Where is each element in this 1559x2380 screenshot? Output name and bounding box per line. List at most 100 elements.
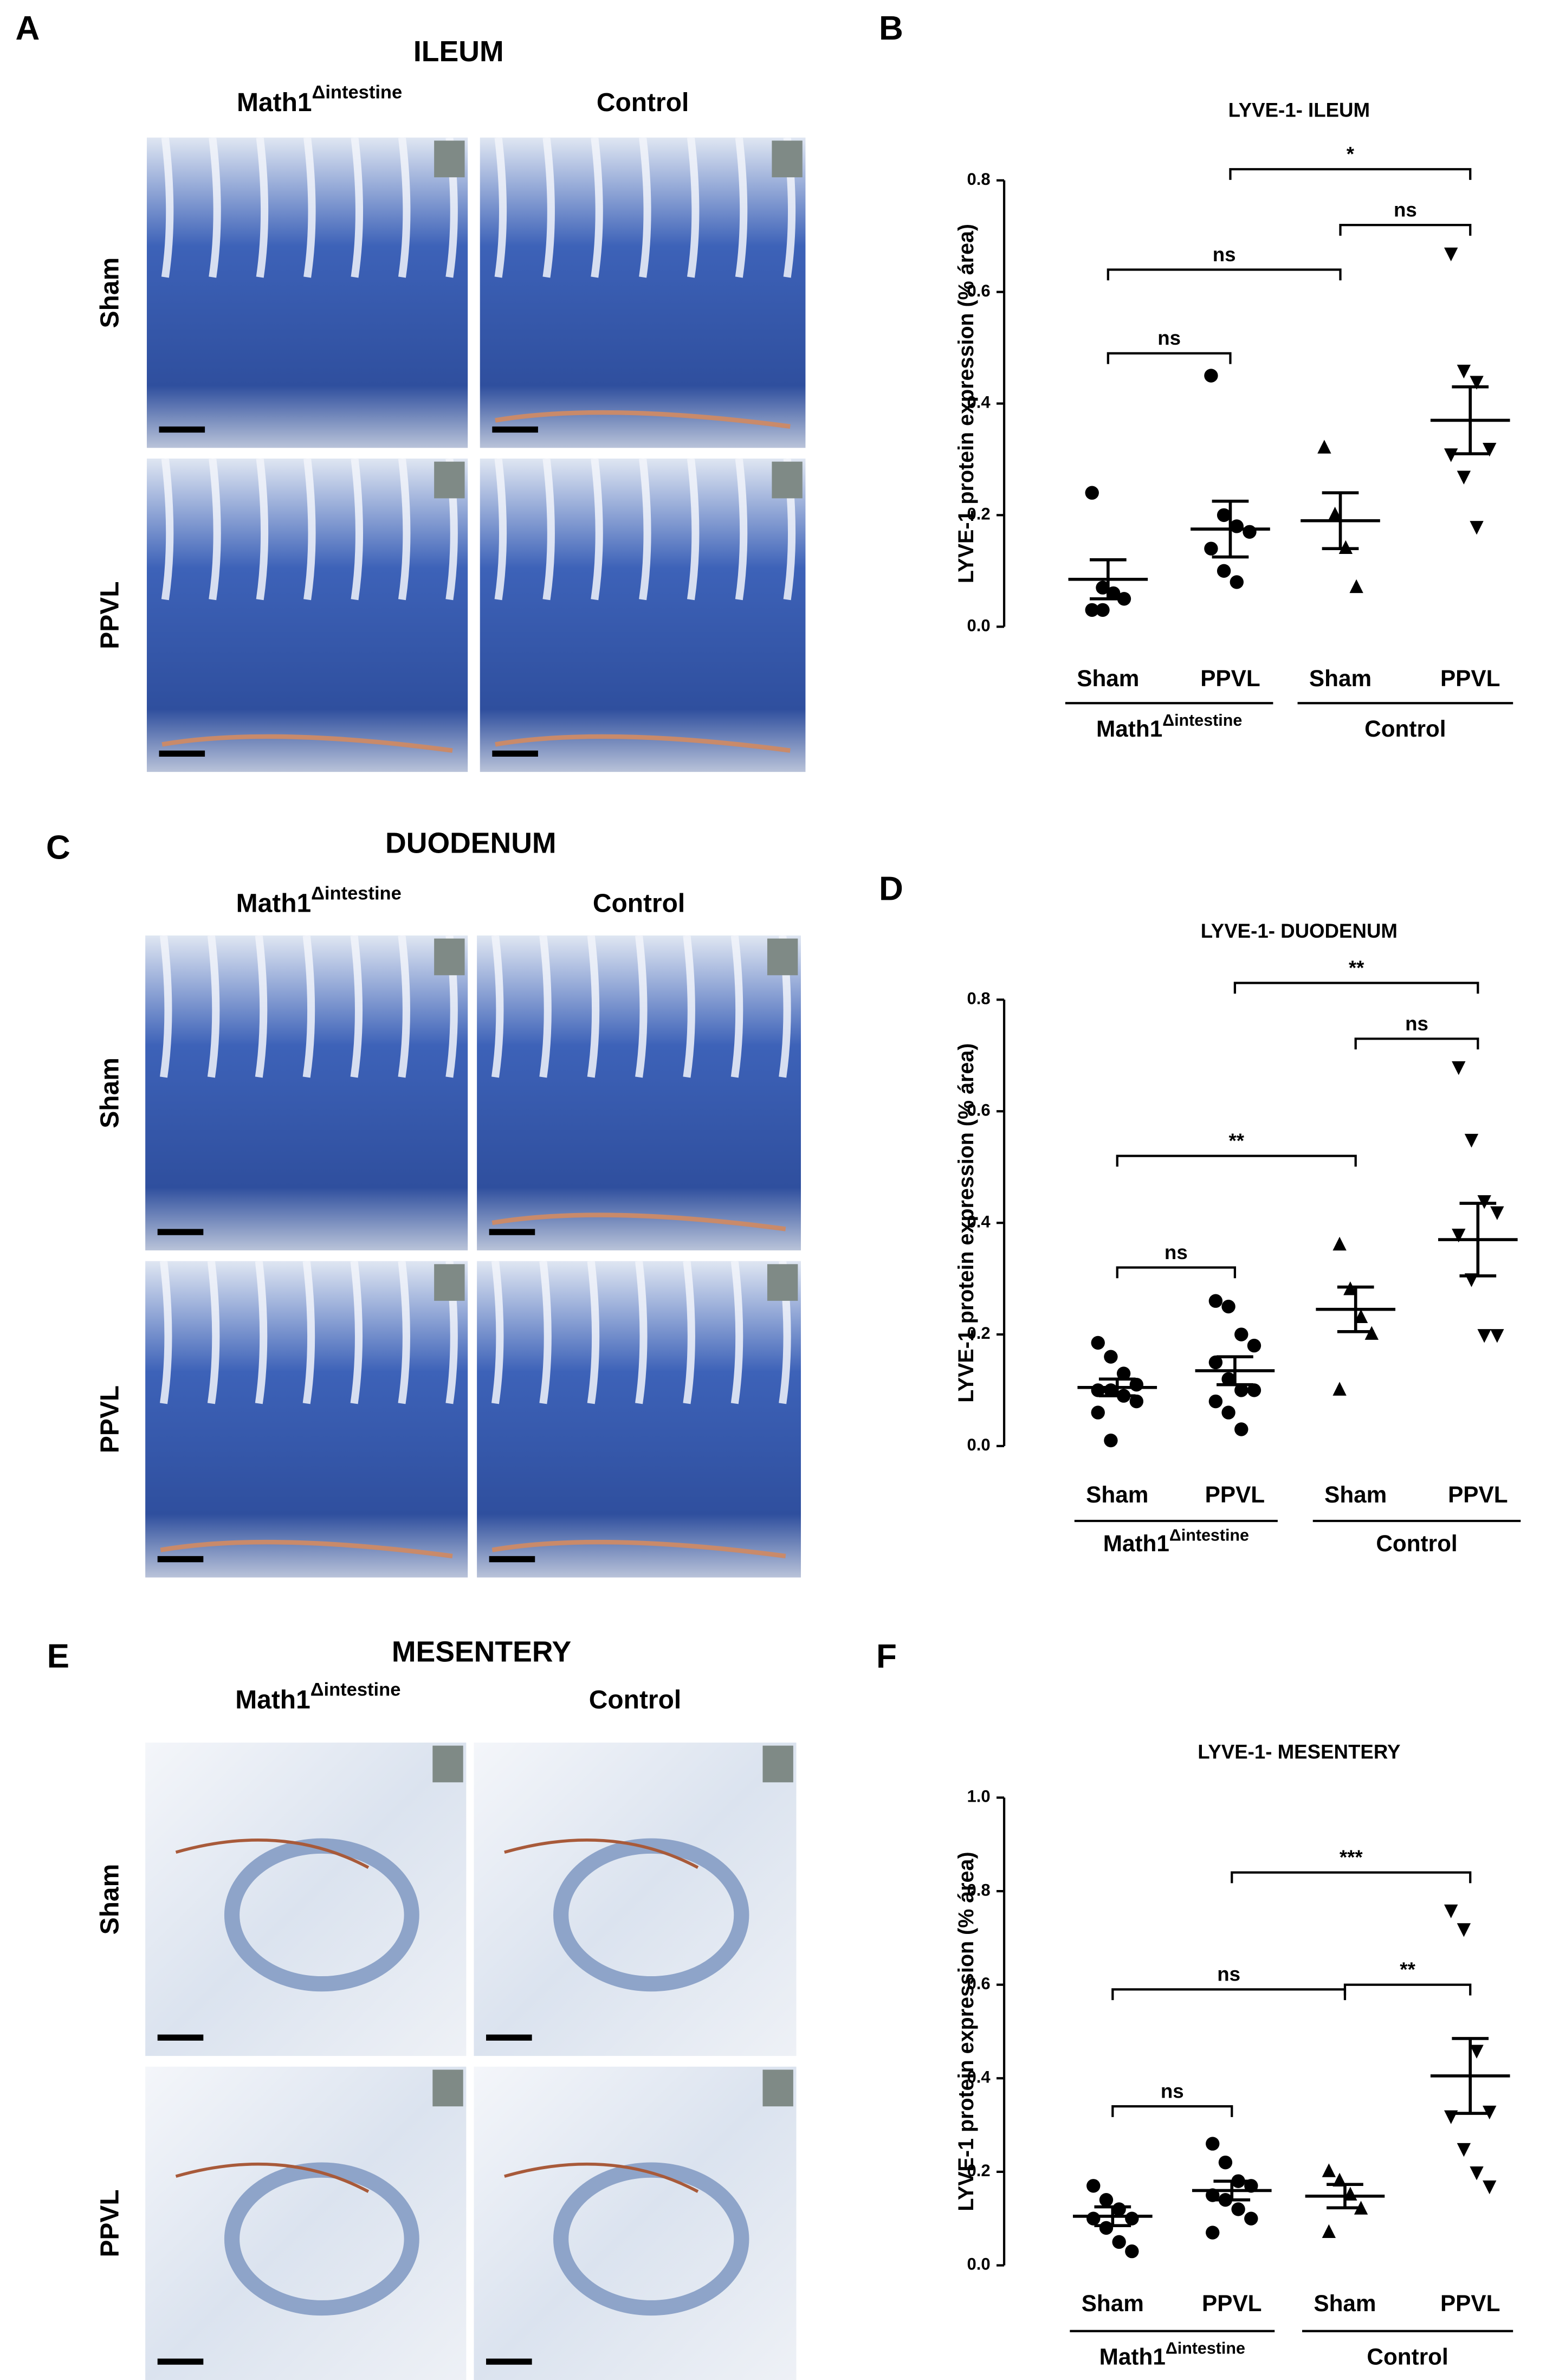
significance-label: ns xyxy=(1165,1241,1188,1263)
data-point xyxy=(1217,508,1231,523)
data-point xyxy=(1247,1383,1262,1397)
column-label: Control xyxy=(597,88,689,117)
data-point xyxy=(1230,575,1244,589)
sem-bar xyxy=(1098,1377,1136,1398)
significance-bracket xyxy=(1229,168,1472,180)
tissue-lumen xyxy=(539,935,552,1078)
data-point xyxy=(1107,586,1121,601)
tissue-lumen xyxy=(207,935,220,1078)
column-label-sup: Δintestine xyxy=(311,883,402,904)
column-label-sup: Δintestine xyxy=(310,1680,401,1700)
panel-title: DUODENUM xyxy=(385,827,557,860)
y-tick-label: 0.0 xyxy=(967,1435,991,1454)
group-label: Control xyxy=(1367,2344,1448,2370)
data-point xyxy=(1125,2244,1139,2259)
data-point xyxy=(1444,1904,1458,1919)
y-tick-label: 1.0 xyxy=(967,1787,991,1806)
micrograph xyxy=(146,459,468,772)
sem-bar xyxy=(1212,499,1249,559)
data-point xyxy=(1230,519,1244,533)
tissue-lumen xyxy=(350,1260,363,1404)
y-tick-label: 0.6 xyxy=(967,1100,991,1119)
data-point xyxy=(1444,448,1458,462)
significance-bracket xyxy=(1343,1983,1472,1996)
y-tick-label: 0.6 xyxy=(967,1974,991,1993)
significance-label: * xyxy=(1347,143,1355,165)
x-tick-label: PPVL xyxy=(1205,1482,1265,1507)
data-point xyxy=(1332,1236,1347,1251)
sem-bar xyxy=(1452,385,1489,455)
significance-bracket xyxy=(1231,1871,1472,1884)
x-tick-label: Sham xyxy=(1082,2291,1144,2316)
significance-label: ** xyxy=(1228,1130,1244,1152)
tissue-lumen xyxy=(209,458,221,601)
data-point xyxy=(1452,1228,1466,1243)
scale-reference xyxy=(772,461,803,499)
x-tick-label: Sham xyxy=(1324,1482,1387,1507)
tissue-lumen xyxy=(491,935,504,1078)
group-label-main: Control xyxy=(1376,1531,1457,1556)
micrograph xyxy=(145,1261,468,1578)
x-tick-label: Sham xyxy=(1077,666,1139,691)
data-point xyxy=(1470,376,1484,390)
x-tick-label: Sham xyxy=(1309,666,1372,691)
x-tick-label: PPVL xyxy=(1448,1482,1508,1507)
data-point xyxy=(1483,2180,1497,2195)
panel-letter: D xyxy=(879,870,903,908)
tissue-lumen xyxy=(683,1260,695,1404)
column-label: Math1Δintestine xyxy=(236,883,402,918)
group-label-sup: Δintestine xyxy=(1162,711,1242,730)
sem-bar xyxy=(1452,2037,1489,2115)
group-label: Control xyxy=(1364,716,1446,741)
scale-reference xyxy=(432,2069,463,2107)
sem-bar xyxy=(1459,1202,1497,1278)
significance-bracket xyxy=(1116,1154,1357,1167)
data-point xyxy=(1085,603,1099,617)
data-point xyxy=(1247,1338,1262,1353)
data-point xyxy=(1206,2226,1220,2240)
micrograph xyxy=(474,1742,797,2056)
tissue-lumen xyxy=(159,1260,172,1404)
data-point xyxy=(1457,1923,1471,1937)
scale-reference xyxy=(434,1264,465,1301)
data-point xyxy=(1457,470,1471,485)
y-tick-label: 0.2 xyxy=(967,2161,991,2180)
tissue-lumen xyxy=(542,458,555,601)
tissue-lumen xyxy=(161,137,174,278)
tissue-lumen xyxy=(256,458,269,601)
group-label: Math1Δintestine xyxy=(1096,711,1242,741)
tissue-lumen xyxy=(209,137,221,278)
data-point xyxy=(1234,1327,1249,1341)
data-point xyxy=(1116,1366,1131,1381)
tissue-lumen xyxy=(639,137,651,278)
sem-bar xyxy=(1089,558,1127,601)
row-label: Sham xyxy=(96,1057,125,1128)
significance-label: *** xyxy=(1340,1846,1363,1868)
group-label-main: Math1 xyxy=(1103,1531,1169,1556)
tissue-lumen xyxy=(494,458,507,601)
data-point xyxy=(1490,1329,1504,1343)
y-tick-label: 0.2 xyxy=(967,505,991,524)
tissue-lumen xyxy=(351,137,363,278)
data-point xyxy=(1104,1433,1118,1448)
significance-bracket xyxy=(1354,1037,1479,1050)
data-point xyxy=(1221,1372,1235,1386)
x-tick-label: PPVL xyxy=(1202,2291,1262,2316)
tissue-lumen xyxy=(207,1260,220,1404)
tissue-lumen xyxy=(683,935,695,1078)
data-point xyxy=(1317,440,1331,454)
column-label-sup: Δintestine xyxy=(312,82,403,103)
significance-bracket xyxy=(1107,352,1232,364)
data-point xyxy=(1208,1294,1223,1308)
y-tick-label: 0.4 xyxy=(967,2067,991,2086)
row-label: PPVL xyxy=(96,2189,125,2257)
tissue-lumen xyxy=(730,1260,743,1404)
tissue-lumen xyxy=(491,1260,504,1404)
group-label-main: Math1 xyxy=(1096,716,1162,741)
lymphatic-stain xyxy=(495,410,791,429)
scale-reference xyxy=(434,140,465,178)
data-point xyxy=(1470,521,1484,535)
data-point xyxy=(1470,2166,1484,2181)
data-point xyxy=(1322,2224,1336,2238)
column-label-main: Control xyxy=(593,889,685,918)
